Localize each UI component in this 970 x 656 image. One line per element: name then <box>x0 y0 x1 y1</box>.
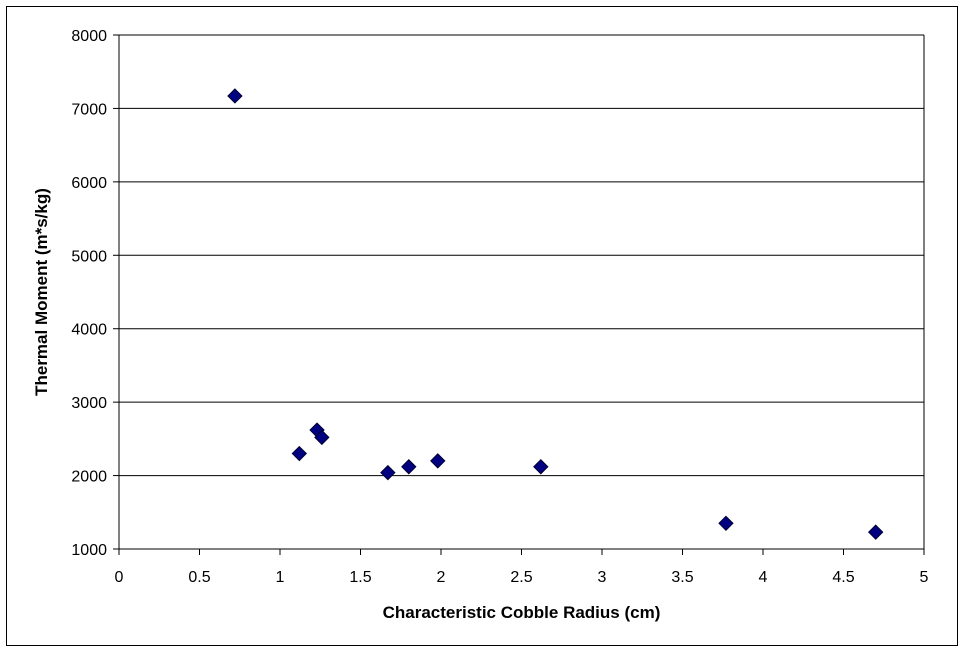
x-tick-label: 0.5 <box>188 569 210 586</box>
data-point <box>430 453 446 469</box>
data-points <box>227 88 884 540</box>
data-point <box>533 459 549 475</box>
y-tick-label: 3000 <box>71 395 107 412</box>
gridlines <box>113 34 924 550</box>
chart-frame <box>6 6 958 646</box>
x-tick-label: 1.5 <box>349 569 371 586</box>
x-axis-title: Characteristic Cobble Radius (cm) <box>383 603 661 622</box>
data-point <box>718 515 734 532</box>
x-tick-label: 4 <box>759 569 768 586</box>
y-axis-tick-labels: 1000 2000 3000 4000 5000 6000 7000 8000 <box>71 28 107 559</box>
x-tick-label: 0 <box>115 569 124 586</box>
data-point <box>314 429 330 446</box>
x-tick-label: 2.5 <box>510 569 532 586</box>
y-tick-label: 7000 <box>71 101 107 118</box>
x-tick-label: 2 <box>437 569 446 586</box>
y-axis-title: Thermal Moment (m*s/kg) <box>32 188 51 396</box>
data-point <box>227 88 243 104</box>
data-point <box>401 459 417 475</box>
data-point <box>380 464 396 481</box>
data-point <box>867 524 884 540</box>
y-tick-label: 6000 <box>71 175 107 192</box>
y-tick-label: 1000 <box>71 542 107 559</box>
y-tick-label: 8000 <box>71 28 107 45</box>
axes <box>118 35 925 555</box>
data-point <box>291 445 308 462</box>
y-tick-label: 5000 <box>71 248 107 265</box>
x-tick-label: 3 <box>598 569 607 586</box>
x-tick-label: 3.5 <box>671 569 693 586</box>
y-tick-label: 2000 <box>71 469 107 486</box>
x-axis-tick-labels: 0 0.5 1 1.5 2 2.5 3 3.5 4 4.5 5 <box>115 569 929 586</box>
x-tick-label: 1 <box>276 569 285 586</box>
x-tick-label: 5 <box>920 569 929 586</box>
y-tick-label: 4000 <box>71 322 107 339</box>
x-tick-label: 4.5 <box>832 569 854 586</box>
